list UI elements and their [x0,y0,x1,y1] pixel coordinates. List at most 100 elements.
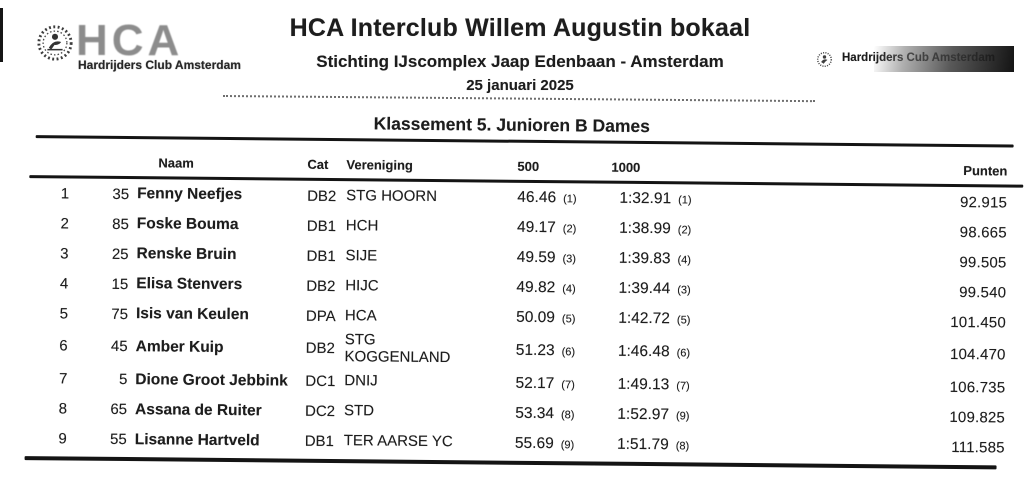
bib-cell: 65 [110,400,128,419]
category-cell: DB2 [307,187,337,205]
time-500-rank: (2) [562,223,577,236]
venue-subtitle: Stichting IJscomplex Jaap Edenbaan - Ams… [316,52,724,71]
name-cell: Fenny Neefjes [137,185,243,204]
category-cell: DB2 [306,277,336,295]
rank-cell: 9 [58,430,67,448]
rank-cell: 6 [59,337,68,355]
club-cell: STG HOORN [346,186,438,205]
time-500-cell: 53.34 (8) [497,404,587,423]
category-cell: DB2 [305,340,335,358]
hca-acronym: HCA [76,16,184,65]
points-cell: 101.450 [950,313,1007,331]
bib-cell: 55 [110,430,127,449]
bib-cell: 85 [112,215,129,233]
time-500-rank: (1) [563,193,577,206]
hca-logo: HCA Hardrijders Club Amsterdam [36,16,276,82]
points-cell: 104.470 [949,346,1006,364]
event-date: 25 januari 2025 [466,77,574,94]
time-500-rank: (7) [561,378,575,391]
time-1000-rank: (2) [677,224,692,237]
points-cell: 99.505 [959,253,1007,271]
time-1000-cell: 1:49.13 (7) [587,375,702,394]
time-500-value: 49.82 [516,278,556,297]
time-1000-value: 1:49.13 [617,375,670,393]
category-cell: DC2 [304,402,336,421]
name-cell: Foske Bouma [136,215,239,234]
time-500-rank: (8) [560,408,575,421]
name-cell: Elisa Stenvers [136,275,243,294]
points-cell: 98.665 [959,223,1007,241]
time-500-cell: 46.46 (1) [499,189,589,208]
category-cell: DPA [305,307,336,325]
col-cat: Cat [307,156,329,172]
name-cell: Isis van Keulen [135,305,249,324]
category-cell: DB1 [306,247,336,265]
col-naam: Naam [158,155,194,171]
hca-emblem-icon [36,24,74,67]
time-1000-value: 1:32.91 [619,189,672,208]
time-500-value: 53.34 [515,404,555,422]
time-500-cell: 52.17 (7) [497,374,587,393]
time-500-value: 55.69 [514,434,554,452]
results-rows: 1 35 Fenny Neefjes DB2 STG HOORN 46.46 (… [0,178,1023,463]
bib-cell: 45 [110,338,128,356]
category-cell: DB1 [304,432,335,451]
club-cell: SIJE [345,246,378,265]
time-500-value: 46.46 [517,188,557,207]
bib-cell: 75 [111,305,129,323]
time-500-value: 50.09 [516,308,556,327]
points-cell: 92.915 [959,193,1008,211]
col-pos [0,169,77,170]
hca-org-name: Hardrijders Club Amsterdam [78,58,241,72]
time-1000-rank: (9) [675,409,690,423]
name-cell: Lisanne Hartveld [134,430,260,449]
points-cell: 106.735 [949,379,1006,397]
klassement-heading: Klassement 5. Junioren B Dames [373,113,651,137]
rank-cell: 8 [58,400,68,418]
points-cell: 111.585 [951,439,1005,457]
club-cell: HCA [344,306,377,325]
time-500-rank: (3) [562,253,577,266]
time-1000-value: 1:39.83 [618,249,671,268]
col-bib [77,170,131,171]
club-cell: STD [343,402,375,420]
time-1000-rank: (6) [676,347,691,360]
name-cell: Amber Kuip [135,337,224,356]
col-1000: 1000 [611,159,641,175]
bib-cell: 25 [111,245,129,263]
time-1000-rank: (7) [676,379,690,393]
bib-cell: 35 [112,185,130,203]
bib-cell: 5 [118,371,128,389]
col-vereniging: Vereniging [346,157,413,173]
rank-cell: 2 [60,214,69,232]
time-500-cell: 55.69 (9) [497,434,587,453]
time-500-value: 51.23 [515,341,555,359]
time-500-cell: 50.09 (5) [498,309,588,328]
time-1000-cell: 1:51.79 (8) [587,435,702,454]
points-cell: 109.825 [949,409,1006,427]
stamp-emblem-icon [816,51,833,73]
time-1000-value: 1:51.79 [616,435,669,453]
time-500-value: 49.59 [516,248,556,267]
dotted-divider [222,95,815,103]
club-cell: HIJC [345,276,379,295]
time-1000-cell: 1:38.99 (2) [589,219,704,238]
time-500-value: 52.17 [515,374,555,392]
name-cell: Renske Bruin [136,245,237,264]
points-cell: 99.540 [959,283,1007,301]
club-cell: DNIJ [344,372,378,390]
time-500-value: 49.17 [516,218,556,237]
col-500: 500 [517,158,540,174]
time-500-rank: (6) [561,346,576,359]
name-cell: Dione Groot Jebbink [135,370,288,390]
club-cell: HCH [345,216,379,235]
time-1000-value: 1:39.44 [618,279,671,298]
time-500-rank: (4) [562,283,576,296]
time-1000-cell: 1:52.97 (9) [587,405,702,424]
time-1000-rank: (3) [677,284,691,297]
time-1000-rank: (8) [675,439,690,453]
title-block: HCA Interclub Willem Augustin bokaal Sti… [232,14,808,94]
scan-edge-artifact [0,8,3,62]
club-cell: TER AARSE YC [343,432,453,451]
time-500-cell: 51.23 (6) [498,341,588,360]
